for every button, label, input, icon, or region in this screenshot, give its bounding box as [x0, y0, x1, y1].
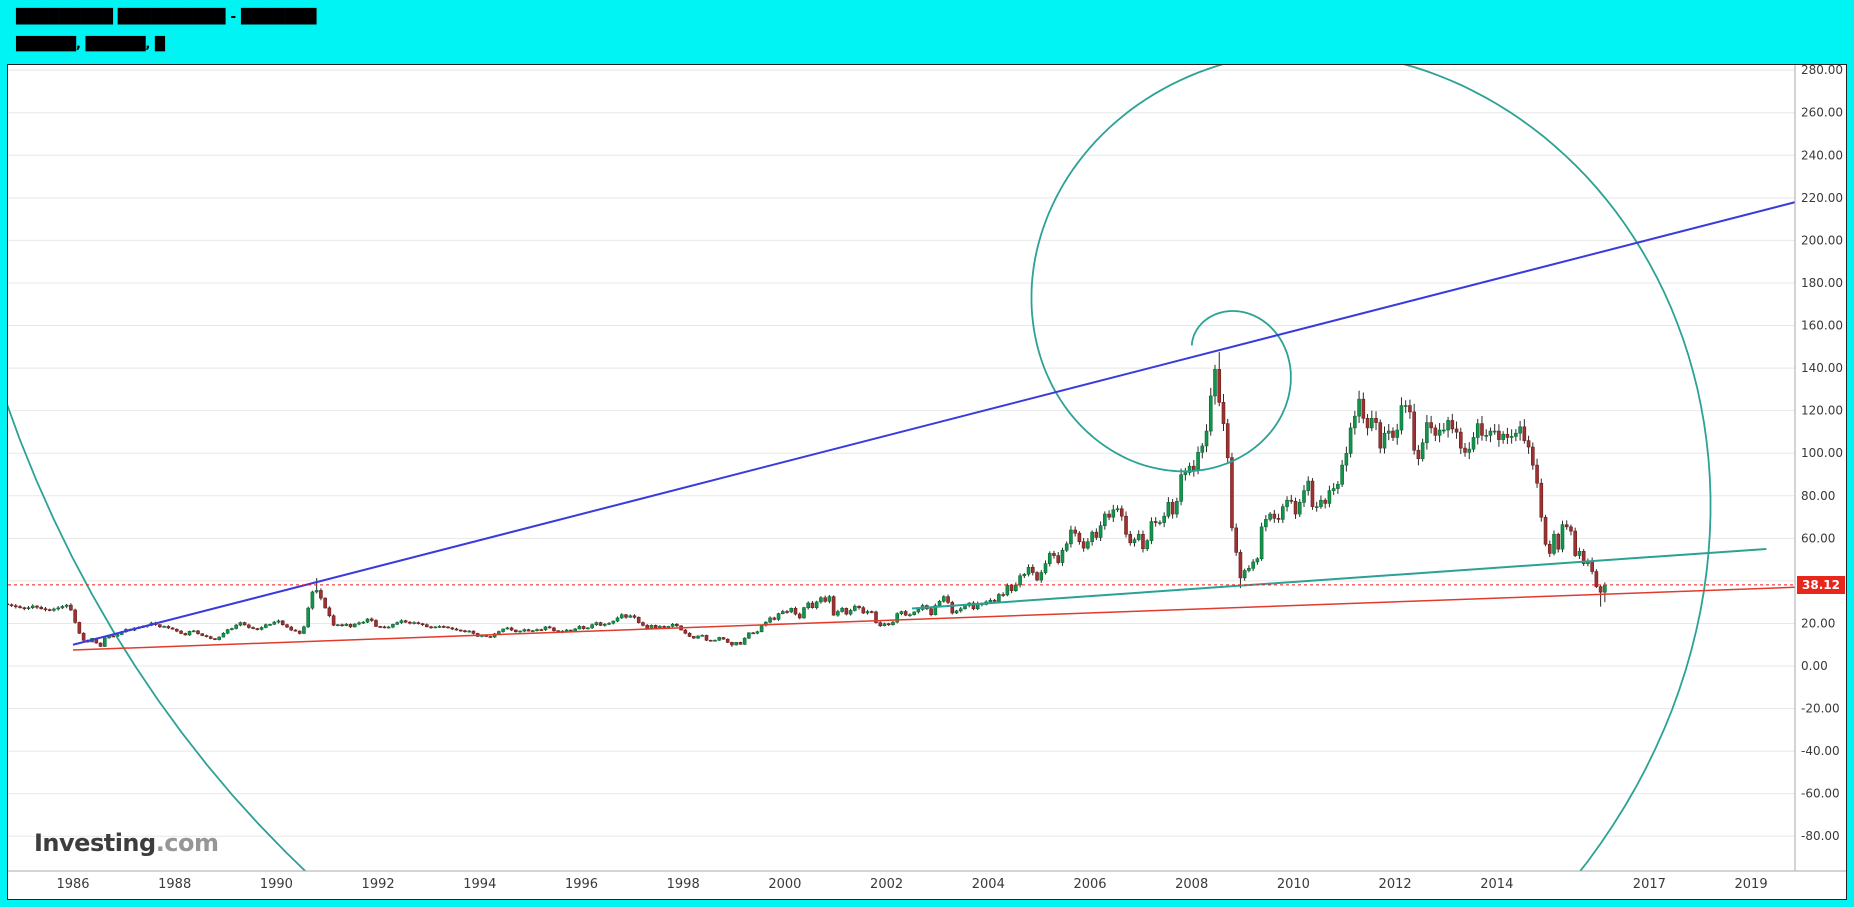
x-axis-label: 1994	[463, 877, 496, 892]
y-axis-label: -20.00	[1801, 702, 1840, 716]
y-axis-label: -60.00	[1801, 787, 1840, 801]
chart-title-redacted: █████████ ██████████ - ███████	[16, 9, 317, 25]
x-axis-label: 1996	[565, 877, 598, 892]
gridlines-layer	[8, 69, 1795, 837]
x-axis-label: 2000	[768, 877, 801, 892]
x-axis-label: 2014	[1480, 877, 1513, 892]
long-term-resistance	[72, 201, 1795, 646]
y-axis-label: 60.00	[1801, 531, 1835, 545]
x-axis-label: 1986	[56, 877, 89, 892]
y-axis-label: 200.00	[1801, 233, 1843, 247]
x-axis-label: 2012	[1379, 877, 1412, 892]
x-axis-label: 1988	[158, 877, 191, 892]
chart-area: 280.00 260.00 240.00 220.00 200.00 180.00 160.…	[8, 65, 1846, 899]
logo-text-main: Investing	[34, 829, 156, 857]
y-axis-label: 140.00	[1801, 361, 1843, 375]
chart-subtitle-redacted: ██████, ██████, █	[16, 37, 165, 52]
x-axis-label: 2017	[1633, 877, 1666, 892]
x-axis-label: 1992	[362, 877, 395, 892]
candles-layer	[8, 352, 1607, 647]
current-price-badge: 38.12	[1797, 576, 1845, 594]
y-axis-label: 220.00	[1801, 191, 1843, 205]
mid-term-support	[911, 547, 1767, 610]
x-axis-label: 2019	[1735, 877, 1768, 892]
logo-text-suffix: .com	[155, 829, 219, 857]
y-axis-label: 260.00	[1801, 106, 1843, 120]
x-axis-label: 2008	[1175, 877, 1208, 892]
long-term-support	[72, 586, 1795, 651]
y-axis-label: 0.00	[1801, 659, 1828, 673]
y-axis-label: -40.00	[1801, 744, 1840, 758]
x-axis-label: 2006	[1073, 877, 1106, 892]
y-axis-label: 240.00	[1801, 148, 1843, 162]
x-axis-label: 1990	[260, 877, 293, 892]
plot-svg[interactable]: 280.00 260.00 240.00 220.00 200.00 180.00 160.…	[8, 65, 1846, 899]
y-axis-label: 160.00	[1801, 319, 1843, 333]
y-axis-label: 280.00	[1801, 65, 1843, 77]
x-axis-label: 1998	[667, 877, 700, 892]
fibonacci-spiral	[8, 65, 1712, 871]
x-axis-label: 2010	[1277, 877, 1310, 892]
y-axis-label: 20.00	[1801, 616, 1835, 630]
y-axis-label: 100.00	[1801, 446, 1843, 460]
investing-logo: Investing.com	[34, 829, 219, 857]
overlays-layer	[8, 65, 1795, 871]
y-axis-label: 180.00	[1801, 276, 1843, 290]
x-axis-label: 2004	[972, 877, 1005, 892]
axes-layer: 280.00 260.00 240.00 220.00 200.00 180.00 160.…	[8, 65, 1846, 892]
y-axis-label: 120.00	[1801, 404, 1843, 418]
y-axis-label: 80.00	[1801, 489, 1835, 503]
x-axis-label: 2002	[870, 877, 903, 892]
y-axis-label: -80.00	[1801, 829, 1840, 843]
